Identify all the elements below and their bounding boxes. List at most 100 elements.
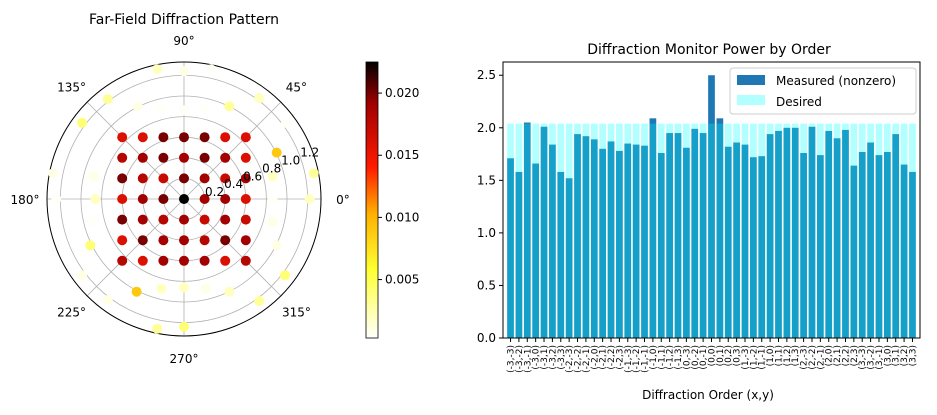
angle-tick-label: 0° xyxy=(336,193,350,207)
polar-point xyxy=(224,286,235,297)
measured-bar xyxy=(607,141,615,338)
desired-bar xyxy=(741,123,749,339)
x-tick-label: (2,-2) xyxy=(808,345,818,370)
measured-bar xyxy=(858,151,866,338)
angle-tick-label: 315° xyxy=(282,305,311,319)
polar-point xyxy=(267,216,278,227)
x-tick-label: (0,1) xyxy=(716,345,726,366)
polar-point xyxy=(117,173,128,184)
x-tick-label: (-2,-1) xyxy=(582,345,592,373)
polar-point xyxy=(85,240,96,251)
polar-point xyxy=(137,255,148,266)
measured-bar xyxy=(549,144,556,338)
legend-swatch-desired xyxy=(737,95,765,105)
measured-bar xyxy=(699,133,707,338)
polar-point xyxy=(220,173,231,184)
angle-tick-label: 270° xyxy=(170,352,199,366)
measured-bar xyxy=(641,145,648,338)
desired-bar xyxy=(766,123,774,339)
desired-bar xyxy=(532,123,540,339)
desired-bar xyxy=(817,123,824,339)
polar-frame xyxy=(46,61,322,337)
x-tick-label: (-2,0) xyxy=(590,345,600,370)
desired-bar xyxy=(724,123,732,339)
colorbar-tick-label: 0.015 xyxy=(385,148,419,162)
desired-bar xyxy=(607,123,615,339)
colorbar-tick-label: 0.020 xyxy=(385,86,419,100)
polar-points xyxy=(48,64,319,334)
radial-tick-label: 0.6 xyxy=(243,169,262,183)
y-tick-label: 1.5 xyxy=(477,173,496,187)
measured-bar xyxy=(900,164,908,338)
polar-labels: 0.20.40.60.81.01.2 0° 45° 90° 135° 180° 225° 27… xyxy=(11,34,350,366)
desired-bar xyxy=(833,123,841,339)
polar-point xyxy=(199,173,210,184)
desired-bar xyxy=(909,123,916,339)
measured-bar xyxy=(883,151,891,338)
legend-swatch-measured xyxy=(737,75,765,85)
measured-bar xyxy=(825,130,833,338)
polar-point xyxy=(220,194,231,204)
polar-point xyxy=(254,295,265,306)
polar-point xyxy=(137,132,148,143)
angular-gridline xyxy=(183,101,282,200)
polar-point xyxy=(156,283,167,294)
polar-point xyxy=(137,214,148,225)
polar-point xyxy=(156,104,167,115)
polar-point xyxy=(117,235,128,246)
desired-bar xyxy=(641,123,648,339)
desired-bar xyxy=(808,123,816,339)
polar-point xyxy=(137,152,148,163)
polar-point xyxy=(152,323,163,334)
x-tick-label: (1,-3) xyxy=(741,345,751,370)
y-tick-label: 0.0 xyxy=(477,331,496,345)
angle-tick-label: 225° xyxy=(57,305,86,319)
desired-bar xyxy=(616,123,623,339)
measured-bar xyxy=(758,156,766,338)
y-tick-label: 1.0 xyxy=(477,226,496,240)
polar-point xyxy=(199,132,210,143)
polar-point xyxy=(88,171,99,182)
colorbar-tick-label: 0.010 xyxy=(385,210,419,224)
polar-point xyxy=(179,66,189,77)
measured-bar xyxy=(691,128,699,338)
polar-point xyxy=(137,194,148,204)
colorbar-tick-label: 0.005 xyxy=(385,273,419,287)
x-tick-label: (-1,2) xyxy=(666,345,676,370)
polar-point xyxy=(77,270,88,281)
polar-point xyxy=(199,235,210,246)
polar-point xyxy=(254,93,265,104)
polar-point xyxy=(158,214,169,225)
polar-point xyxy=(179,132,189,143)
polar-point xyxy=(240,194,251,204)
polar-point xyxy=(220,214,231,225)
x-tick-label: (-1,0) xyxy=(649,345,659,370)
polar-point xyxy=(199,214,210,225)
x-tick-label: (3,3) xyxy=(908,345,918,366)
x-tick-label: (2,0) xyxy=(825,345,835,366)
desired-bar xyxy=(883,123,891,339)
measured-bar xyxy=(909,171,916,338)
polar-point xyxy=(205,64,216,75)
polar-point xyxy=(117,255,128,266)
desired-bar xyxy=(666,123,673,339)
polar-point xyxy=(308,168,319,179)
polar-point xyxy=(279,270,290,281)
colorbar-gradient xyxy=(365,61,379,339)
polar-point xyxy=(48,168,59,179)
x-tick-label: (3,-1) xyxy=(875,345,885,370)
x-tick-label: (3,-3) xyxy=(858,345,868,370)
polar-point xyxy=(220,132,231,143)
polar-point xyxy=(158,255,169,266)
x-tick-label: (-3,1) xyxy=(540,345,550,370)
polar-point xyxy=(158,235,169,246)
measured-bar xyxy=(724,146,732,338)
desired-bar xyxy=(632,123,640,339)
desired-bar xyxy=(683,123,690,339)
x-tick-label: (-3,2) xyxy=(548,345,558,370)
desired-bar xyxy=(557,123,565,339)
measured-bar xyxy=(750,157,757,338)
polar-point xyxy=(179,321,189,332)
measured-bar xyxy=(515,171,523,338)
